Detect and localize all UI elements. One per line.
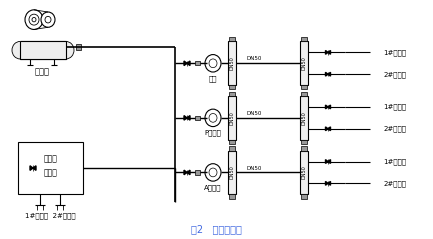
Text: 1#搅拌机: 1#搅拌机: [384, 158, 407, 165]
Circle shape: [209, 114, 217, 122]
Polygon shape: [328, 72, 330, 76]
Bar: [228, 96, 236, 140]
Bar: [194, 61, 200, 65]
Text: 空压机: 空压机: [35, 68, 49, 76]
Bar: [229, 194, 235, 199]
Bar: [18, 142, 83, 194]
Bar: [20, 42, 66, 59]
Text: P乳剂泵: P乳剂泵: [204, 130, 221, 136]
Bar: [194, 170, 200, 175]
Circle shape: [25, 10, 43, 29]
Polygon shape: [326, 160, 328, 163]
Text: 2#搅拌机: 2#搅拌机: [384, 180, 407, 187]
Bar: [229, 37, 235, 42]
Circle shape: [32, 17, 36, 22]
Text: A乳剂泵: A乳剂泵: [204, 185, 222, 191]
Bar: [301, 92, 307, 96]
Polygon shape: [328, 127, 330, 131]
Polygon shape: [328, 50, 330, 54]
Circle shape: [205, 109, 221, 127]
Circle shape: [209, 59, 217, 68]
Text: DN50: DN50: [301, 111, 307, 125]
Polygon shape: [326, 105, 328, 109]
Text: DN50: DN50: [301, 56, 307, 70]
Bar: [228, 151, 236, 194]
Circle shape: [12, 42, 28, 59]
Polygon shape: [187, 61, 190, 65]
Polygon shape: [326, 181, 328, 185]
Bar: [228, 42, 236, 85]
Polygon shape: [33, 166, 36, 170]
Bar: [229, 85, 235, 89]
Bar: [301, 140, 307, 144]
Polygon shape: [326, 127, 328, 131]
Circle shape: [41, 12, 55, 27]
Text: 卸料口: 卸料口: [44, 168, 58, 177]
Polygon shape: [187, 116, 190, 120]
Polygon shape: [184, 116, 187, 120]
Text: 水泵: 水泵: [209, 75, 217, 82]
Circle shape: [205, 164, 221, 181]
Text: DN50: DN50: [246, 56, 262, 61]
Bar: [300, 42, 308, 85]
Text: 图2   气动控制图: 图2 气动控制图: [191, 224, 242, 234]
Bar: [301, 85, 307, 89]
Polygon shape: [326, 50, 328, 54]
Polygon shape: [328, 160, 330, 163]
Text: 1#搅拌机: 1#搅拌机: [384, 104, 407, 110]
Text: DN50: DN50: [229, 166, 235, 179]
Polygon shape: [326, 72, 328, 76]
Bar: [300, 96, 308, 140]
Text: 搅拌机: 搅拌机: [44, 155, 58, 164]
Bar: [301, 146, 307, 151]
Text: 2#搅拌机: 2#搅拌机: [384, 71, 407, 77]
Bar: [20, 42, 66, 59]
Circle shape: [205, 54, 221, 72]
Bar: [229, 92, 235, 96]
Text: 1#搅拌机  2#搅拌机: 1#搅拌机 2#搅拌机: [25, 213, 76, 219]
Text: DN50: DN50: [301, 166, 307, 179]
Polygon shape: [187, 170, 190, 175]
Polygon shape: [184, 170, 187, 175]
Polygon shape: [30, 166, 33, 170]
Polygon shape: [328, 181, 330, 185]
Circle shape: [29, 14, 39, 25]
Bar: [300, 151, 308, 194]
Bar: [229, 146, 235, 151]
Text: DN50: DN50: [229, 111, 235, 125]
Bar: [194, 116, 200, 120]
Text: 2#搅拌机: 2#搅拌机: [384, 125, 407, 132]
Bar: [301, 194, 307, 199]
Bar: [229, 140, 235, 144]
Bar: [75, 44, 81, 50]
Circle shape: [45, 16, 51, 23]
Text: 1#搅拌机: 1#搅拌机: [384, 49, 407, 56]
Text: DN50: DN50: [246, 111, 262, 116]
Text: DN50: DN50: [246, 166, 262, 171]
Circle shape: [209, 168, 217, 177]
Bar: [301, 37, 307, 42]
Circle shape: [58, 42, 74, 59]
Polygon shape: [328, 105, 330, 109]
Text: DN50: DN50: [229, 56, 235, 70]
Polygon shape: [184, 61, 187, 65]
Bar: [20, 42, 66, 59]
